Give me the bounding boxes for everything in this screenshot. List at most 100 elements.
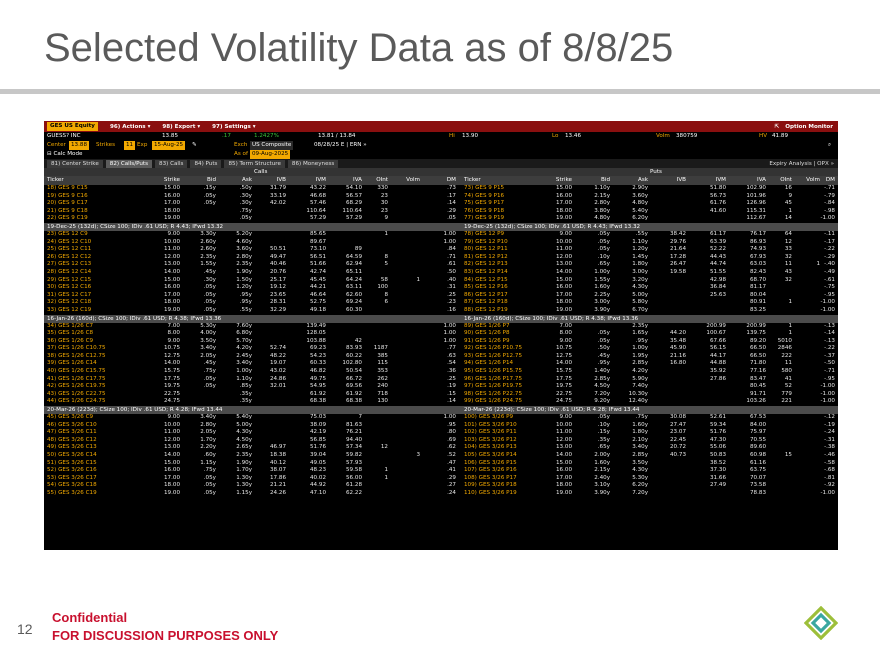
put-ticker[interactable]: 89) GES 1/26 P7: [464, 322, 510, 329]
call-ticker[interactable]: 21) GES 9 C18: [47, 207, 88, 214]
expiry-group-header[interactable]: 19-Dec-25 (132d); CSize 100; IDiv .61 US…: [44, 222, 838, 231]
table-row[interactable]: 41) GES 1/26 C17.75 17.75 .05y 1.10y 24.86 49…: [44, 376, 838, 384]
expand-icon[interactable]: ⇱: [774, 123, 780, 130]
put-ticker[interactable]: 83) GES 12 P14: [464, 268, 508, 275]
table-row[interactable]: 20) GES 9 C17 17.00 .05y .30y 42.02 57.46 68.2…: [44, 200, 838, 208]
table-row[interactable]: 50) GES 3/26 C14 14.00 .60y 2.35y 18.38 39.04…: [44, 452, 838, 460]
edit-icon[interactable]: ✎: [192, 142, 197, 148]
put-ticker[interactable]: 90) GES 1/26 P8: [464, 330, 510, 337]
table-row[interactable]: 30) GES 12 C16 16.00 .05y 1.20y 19.12 44.21 63…: [44, 284, 838, 292]
put-ticker[interactable]: 76) GES 9 P18: [464, 207, 505, 214]
call-ticker[interactable]: 24) GES 12 C10: [47, 238, 92, 245]
table-row[interactable]: 35) GES 1/26 C8 8.00 4.00y 6.80y 128.05 1.00 9…: [44, 330, 838, 338]
table-row[interactable]: 55) GES 3/26 C19 19.00 .05y 1.15y 24.26 47.10…: [44, 490, 838, 498]
expiry-group-header[interactable]: 16-Jan-26 (160d); CSize 100; IDiv .61 US…: [44, 314, 838, 323]
table-row[interactable]: 25) GES 12 C11 11.00 2.60y 3.60y 50.51 73.10 8…: [44, 246, 838, 254]
search-icon[interactable]: ⌕: [828, 142, 832, 148]
center-input[interactable]: 13.88: [69, 141, 90, 150]
actions-menu[interactable]: 96) Actions ▾: [109, 123, 151, 130]
call-ticker[interactable]: 55) GES 3/26 C19: [47, 489, 97, 496]
table-row[interactable]: 29) GES 12 C15 15.00 .30y 1.50y 25.17 45.45 64…: [44, 277, 838, 285]
security-field[interactable]: GES US Equity: [47, 122, 98, 131]
table-row[interactable]: 21) GES 9 C18 18.00 .75y 110.64 110.64 23 .29 7…: [44, 208, 838, 216]
put-ticker[interactable]: 99) GES 1/26 P24.75: [464, 398, 523, 405]
put-ticker[interactable]: 98) GES 1/26 P22.75: [464, 390, 523, 397]
table-row[interactable]: 27) GES 12 C13 13.00 1.55y 2.35y 40.46 51.66 6…: [44, 261, 838, 269]
put-ticker[interactable]: 95) GES 1/26 P15.75: [464, 368, 523, 375]
call-ticker[interactable]: 23) GES 12 C9: [47, 230, 88, 237]
call-ticker[interactable]: 52) GES 3/26 C16: [47, 467, 97, 474]
expiry-group-header[interactable]: 20-Mar-26 (223d); CSize 100; IDiv .61 US…: [44, 406, 838, 415]
call-ticker[interactable]: 37) GES 1/26 C10.75: [47, 345, 106, 352]
strikes-input[interactable]: 11: [124, 141, 136, 150]
put-ticker[interactable]: 85) GES 12 P16: [464, 284, 508, 291]
put-ticker[interactable]: 104) GES 3/26 P13: [464, 444, 517, 451]
call-ticker[interactable]: 22) GES 9 C19: [47, 215, 88, 222]
put-ticker[interactable]: 80) GES 12 P11: [464, 246, 508, 253]
call-ticker[interactable]: 42) GES 1/26 C19.75: [47, 383, 106, 390]
put-ticker[interactable]: 78) GES 12 P9: [464, 230, 505, 237]
table-row[interactable]: 36) GES 1/26 C9 9.00 3.50y 5.70y 103.88 42 1.0…: [44, 338, 838, 346]
table-row[interactable]: 45) GES 3/26 C9 9.00 3.40y 5.40y 75.03 7 1.00 1…: [44, 414, 838, 422]
table-row[interactable]: 38) GES 1/26 C12.75 12.75 2.05y 2.45y 48.22 5…: [44, 353, 838, 361]
table-row[interactable]: 19) GES 9 C16 16.00 .05y .30y 33.19 46.68 56.5…: [44, 193, 838, 201]
put-ticker[interactable]: 105) GES 3/26 P14: [464, 452, 517, 458]
table-row[interactable]: 34) GES 1/26 C7 7.00 5.30y 7.60y 139.49 1.00 8…: [44, 323, 838, 331]
as-of-input[interactable]: 09-Aug-2025: [250, 150, 291, 159]
earnings-event[interactable]: 08/28/25 E | ERN »: [314, 142, 367, 148]
tab-3[interactable]: 84) Puts: [190, 159, 222, 168]
export-menu[interactable]: 98) Export ▾: [162, 123, 201, 130]
put-ticker[interactable]: 88) GES 12 P19: [464, 306, 508, 313]
put-ticker[interactable]: 109) GES 3/26 P18: [464, 482, 517, 489]
call-ticker[interactable]: 44) GES 1/26 C24.75: [47, 398, 106, 405]
call-ticker[interactable]: 43) GES 1/26 C22.75: [47, 390, 106, 397]
table-row[interactable]: 37) GES 1/26 C10.75 10.75 3.40y 4.20y 52.74 6…: [44, 345, 838, 353]
expiry-analysis-link[interactable]: Expiry Analysis | OPX »: [769, 160, 834, 167]
table-row[interactable]: 47) GES 3/26 C11 11.00 2.05y 4.30y 42.19 76.2…: [44, 429, 838, 437]
put-ticker[interactable]: 84) GES 12 P15: [464, 276, 508, 283]
table-row[interactable]: 51) GES 3/26 C15 15.00 1.15y 1.90y 40.12 49.0…: [44, 460, 838, 468]
call-ticker[interactable]: 34) GES 1/26 C7: [47, 322, 94, 329]
call-ticker[interactable]: 47) GES 3/26 C11: [47, 429, 97, 436]
exch-select[interactable]: US Composite: [250, 141, 294, 150]
table-row[interactable]: 28) GES 12 C14 14.00 .45y 1.90y 20.76 42.74 65…: [44, 269, 838, 277]
put-ticker[interactable]: 94) GES 1/26 P14: [464, 360, 514, 367]
table-row[interactable]: 52) GES 3/26 C16 16.00 .75y 1.70y 38.07 48.23…: [44, 467, 838, 475]
put-ticker[interactable]: 107) GES 3/26 P16: [464, 467, 517, 474]
call-ticker[interactable]: 27) GES 12 C13: [47, 261, 92, 268]
call-ticker[interactable]: 32) GES 12 C18: [47, 299, 92, 306]
table-row[interactable]: 32) GES 12 C18 18.00 .05y .95y 28.31 52.75 69.…: [44, 299, 838, 307]
call-ticker[interactable]: 31) GES 12 C17: [47, 291, 92, 298]
put-ticker[interactable]: 108) GES 3/26 P17: [464, 474, 517, 481]
table-row[interactable]: 48) GES 3/26 C12 12.00 1.70y 4.50y 56.85 94.4…: [44, 437, 838, 445]
put-ticker[interactable]: 96) GES 1/26 P17.75: [464, 375, 523, 382]
put-ticker[interactable]: 101) GES 3/26 P10: [464, 421, 517, 428]
put-ticker[interactable]: 97) GES 1/26 P19.75: [464, 383, 523, 390]
table-row[interactable]: 49) GES 3/26 C13 13.00 2.20y 2.65y 46.97 51.7…: [44, 444, 838, 452]
exp-input[interactable]: 15-Aug-25: [152, 141, 186, 150]
call-ticker[interactable]: 53) GES 3/26 C17: [47, 474, 97, 481]
call-ticker[interactable]: 29) GES 12 C15: [47, 276, 92, 283]
put-ticker[interactable]: 92) GES 1/26 P10.75: [464, 345, 523, 352]
table-row[interactable]: 24) GES 12 C10 10.00 2.60y 4.60y 89.67 1.00 79…: [44, 239, 838, 247]
table-row[interactable]: 40) GES 1/26 C15.75 15.75 .75y 1.00y 43.02 46…: [44, 368, 838, 376]
put-ticker[interactable]: 77) GES 9 P19: [464, 215, 505, 222]
table-row[interactable]: 46) GES 3/26 C10 10.00 2.80y 5.00y 38.09 81.6…: [44, 422, 838, 430]
table-row[interactable]: 26) GES 12 C12 12.00 2.35y 2.80y 49.47 56.51 6…: [44, 254, 838, 262]
call-ticker[interactable]: 33) GES 12 C19: [47, 306, 92, 313]
table-row[interactable]: 53) GES 3/26 C17 17.00 .05y 1.30y 17.86 40.02…: [44, 475, 838, 483]
put-ticker[interactable]: 79) GES 12 P10: [464, 238, 508, 245]
call-ticker[interactable]: 28) GES 12 C14: [47, 268, 92, 275]
table-row[interactable]: 22) GES 9 C19 19.00 .05y 57.29 57.29 9 .05 77) …: [44, 215, 838, 223]
call-ticker[interactable]: 46) GES 3/26 C10: [47, 421, 97, 428]
call-ticker[interactable]: 38) GES 1/26 C12.75: [47, 352, 106, 359]
table-row[interactable]: 18) GES 9 C15 15.00 .15y .50y 31.79 43.22 54.1…: [44, 185, 838, 193]
put-ticker[interactable]: 81) GES 12 P12: [464, 253, 508, 260]
tab-4[interactable]: 85) Term Structure: [224, 159, 285, 168]
calc-mode-toggle[interactable]: ⊟ Calc Mode: [47, 151, 83, 157]
settings-menu[interactable]: 97) Settings ▾: [212, 123, 256, 130]
tab-0[interactable]: 81) Center Strike: [47, 159, 103, 168]
put-ticker[interactable]: 102) GES 3/26 P11: [464, 429, 517, 436]
call-ticker[interactable]: 49) GES 3/26 C13: [47, 444, 97, 451]
call-ticker[interactable]: 36) GES 1/26 C9: [47, 337, 94, 344]
